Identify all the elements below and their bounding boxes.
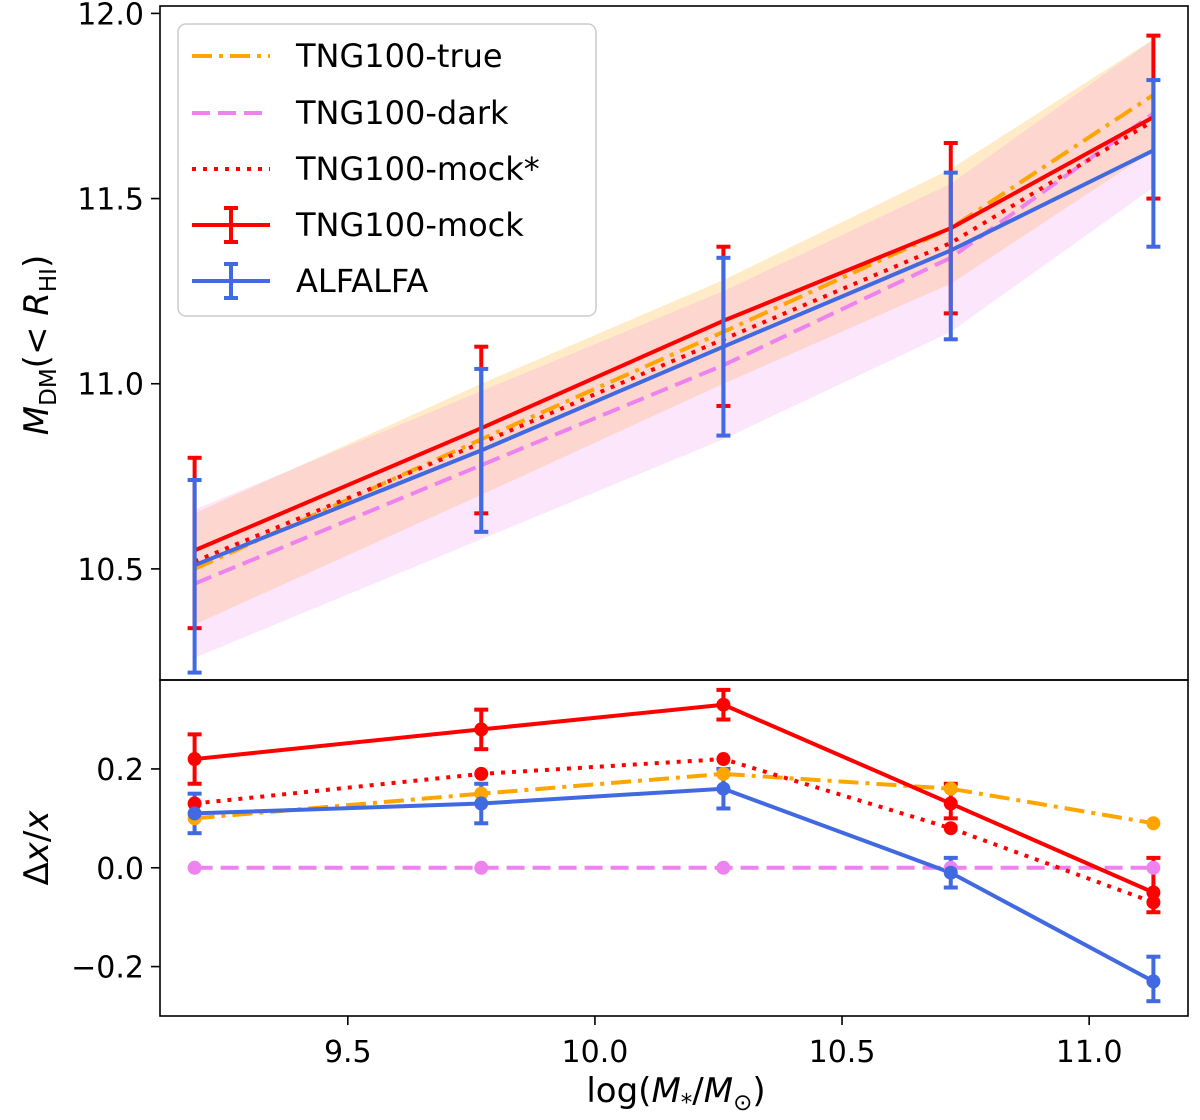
bottom-point-tng100-dark-0 [187, 860, 202, 875]
bottom-point-alfalfa-1 [474, 796, 489, 811]
bottom-point-tng100-mock-star-2 [716, 752, 731, 767]
top-ytick-label-2: 11.5 [77, 183, 144, 218]
bottom-point-tng100-true-3 [943, 781, 958, 796]
bottom-point-alfalfa-4 [1146, 974, 1161, 989]
bottom-point-tng100-mock-4 [1146, 885, 1161, 900]
bottom-x-ticks: 9.5 10.0 10.5 11.0 [324, 1016, 1123, 1070]
band-tng100-true [194, 39, 1154, 625]
legend-entry-tng100-dark: TNG100-dark [192, 94, 509, 132]
legend-box [177, 23, 597, 317]
legend: TNG100-true TNG100-dark TNG100-mock* TNG… [177, 23, 597, 317]
bottom-point-tng100-dark-2 [716, 860, 731, 875]
bottom-point-tng100-mock-1 [474, 722, 489, 737]
bottom-point-tng100-mock-star-1 [474, 766, 489, 781]
bottom-point-tng100-dark-1 [474, 860, 489, 875]
legend-entry-tng100-mock-star: TNG100-mock* [192, 150, 540, 188]
top-bands [194, 39, 1154, 658]
band-tng100-dark [194, 39, 1154, 658]
bottom-point-tng100-mock-star-3 [943, 821, 958, 836]
top-ytick-label-0: 10.5 [77, 553, 144, 588]
bottom-ytick-label-1: 0.0 [96, 852, 144, 887]
bottom-line-tng100-true [194, 771, 1154, 826]
bottom-point-tng100-mock-2 [716, 697, 731, 712]
legend-label-tng100-dark: TNG100-dark [295, 94, 509, 132]
bottom-ytick-label-2: 0.2 [96, 753, 144, 788]
bottom-point-tng100-mock-3 [943, 796, 958, 811]
top-error-bars [187, 33, 1161, 675]
bottom-ytick-label-0: −0.2 [71, 951, 144, 986]
legend-label-alfalfa: ALFALFA [296, 262, 428, 300]
xtick-label-1: 10.0 [562, 1035, 629, 1070]
bottom-markers [187, 697, 1161, 989]
xtick-label-0: 9.5 [324, 1035, 372, 1070]
legend-entry-tng100-mock: TNG100-mock [192, 206, 524, 244]
bottom-y-axis-label: Δx/x [17, 810, 57, 886]
bottom-point-tng100-true-4 [1146, 816, 1161, 831]
bottom-y-ticks: −0.2 0.0 0.2 [71, 753, 160, 986]
bottom-axes-frame [159, 679, 1189, 1017]
legend-label-tng100-mock-star: TNG100-mock* [295, 150, 540, 188]
top-y-axis-label: MDM(< RHI) [17, 255, 62, 435]
legend-entry-tng100-true: TNG100-true [192, 37, 503, 75]
bottom-point-alfalfa-0 [187, 806, 202, 821]
legend-label-tng100-mock: TNG100-mock [295, 206, 524, 244]
xtick-label-3: 11.0 [1056, 1035, 1123, 1070]
bottom-point-tng100-mock-0 [187, 752, 202, 767]
top-ytick-label-1: 11.0 [77, 368, 144, 403]
top-y-ticks: 10.5 11.0 11.5 12.0 [77, 0, 160, 588]
bottom-point-tng100-true-1 [474, 786, 489, 801]
legend-label-tng100-true: TNG100-true [295, 37, 503, 75]
top-ytick-label-3: 12.0 [77, 0, 144, 32]
legend-entry-alfalfa: ALFALFA [192, 262, 428, 300]
bottom-point-tng100-true-2 [716, 766, 731, 781]
bottom-point-alfalfa-3 [943, 865, 958, 880]
bottom-point-tng100-mock-star-0 [187, 796, 202, 811]
bottom-point-tng100-mock-star-4 [1146, 895, 1161, 910]
bottom-point-tng100-dark-4 [1146, 860, 1161, 875]
bottom-point-alfalfa-2 [716, 781, 731, 796]
x-axis-label: log(M*/M⊙) [586, 1071, 765, 1116]
xtick-label-2: 10.5 [809, 1035, 876, 1070]
